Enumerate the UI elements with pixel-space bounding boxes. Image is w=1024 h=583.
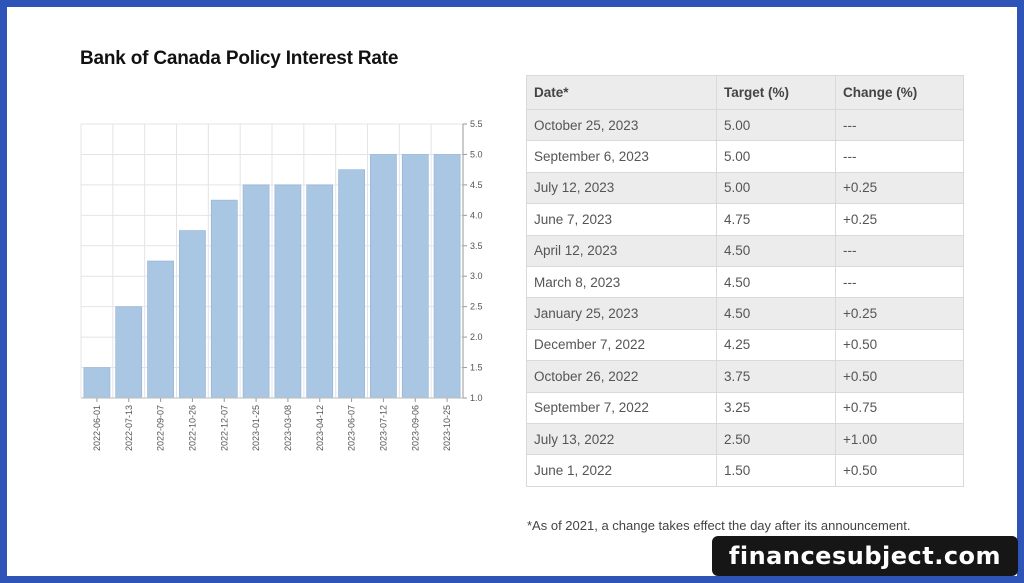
x-tick-label: 2023-06-07 [347, 405, 357, 451]
y-tick-label: 5.5 [470, 119, 483, 129]
cell-target: 3.75 [716, 360, 836, 393]
cell-date: December 7, 2022 [526, 328, 717, 362]
chart-title: Bank of Canada Policy Interest Rate [80, 48, 399, 69]
bar [433, 154, 461, 399]
x-tick-label: 2022-09-07 [156, 405, 166, 451]
cell-change: +0.50 [835, 328, 964, 362]
x-tick-label: 2023-04-12 [315, 405, 325, 451]
x-tick-label: 2023-03-08 [283, 405, 293, 451]
y-tick-label: 1.0 [470, 393, 483, 403]
header-change: Change (%) [835, 75, 964, 110]
cell-date: July 12, 2023 [526, 171, 717, 205]
x-tick-label: 2022-06-01 [92, 405, 102, 451]
cell-target: 5.00 [716, 171, 836, 205]
cell-change: +0.25 [835, 203, 964, 236]
bar [370, 154, 397, 399]
y-tick-label: 2.5 [470, 302, 483, 312]
x-tick-label: 2022-12-07 [219, 405, 229, 451]
y-tick-label: 4.0 [470, 210, 483, 220]
bar [179, 230, 206, 399]
y-tick-label: 3.5 [470, 241, 483, 251]
cell-target: 4.50 [716, 234, 836, 267]
cell-date: June 1, 2022 [526, 454, 717, 487]
table-row: September 7, 2022 3.25 +0.75 [526, 391, 964, 424]
bar [274, 184, 302, 399]
bar [210, 199, 238, 399]
cell-target: 4.50 [716, 297, 836, 330]
cell-target: 1.50 [716, 454, 836, 487]
x-tick-label: 2023-10-25 [442, 405, 452, 451]
x-tick-label: 2023-01-25 [251, 405, 261, 451]
cell-date: September 7, 2022 [526, 391, 717, 424]
table-row: July 12, 2023 5.00 +0.25 [526, 171, 964, 205]
x-tick-label: 2022-07-13 [124, 405, 134, 451]
bar [115, 306, 143, 399]
cell-target: 5.00 [716, 108, 836, 142]
x-tick-label: 2023-09-06 [410, 405, 420, 451]
policy-rate-bar-chart: 1.0 1.5 2.0 2.5 3.0 3.5 4.0 4.5 5.0 5.5 2022-06-01… [80, 119, 483, 451]
cell-change: +0.25 [835, 297, 964, 330]
table-row: June 1, 2022 1.50 +0.50 [526, 454, 964, 487]
bar [83, 367, 111, 399]
cell-change: +0.50 [835, 360, 964, 393]
rate-history-table: Date* Target (%) Change (%) October 25, … [526, 75, 964, 487]
cell-change: +0.75 [835, 391, 964, 424]
header-target: Target (%) [716, 75, 836, 110]
table-row: October 25, 2023 5.00 --- [526, 108, 964, 142]
cell-change: +1.00 [835, 422, 964, 456]
cell-change: --- [835, 265, 964, 299]
cell-target: 5.00 [716, 140, 836, 173]
y-tick-label: 2.0 [470, 332, 483, 342]
bar [338, 169, 365, 399]
y-tick-label: 3.0 [470, 271, 483, 281]
table-row: March 8, 2023 4.50 --- [526, 265, 964, 299]
header-date: Date* [526, 75, 717, 110]
table-body: October 25, 2023 5.00 --- September 6, 2023… [526, 108, 964, 487]
cell-date: October 25, 2023 [526, 108, 717, 142]
cell-target: 4.75 [716, 203, 836, 236]
cell-target: 2.50 [716, 422, 836, 456]
table-row: April 12, 2023 4.50 --- [526, 234, 964, 267]
table-row: January 25, 2023 4.50 +0.25 [526, 297, 964, 330]
bar [306, 184, 334, 399]
cell-date: January 25, 2023 [526, 297, 717, 330]
table-header-row: Date* Target (%) Change (%) [526, 75, 964, 110]
cell-date: March 8, 2023 [526, 265, 717, 299]
y-tick-label: 5.0 [470, 149, 483, 159]
x-tick-label: 2022-10-26 [187, 405, 197, 451]
footnote: *As of 2021, a change takes effect the d… [527, 518, 911, 533]
bar [147, 260, 174, 399]
table-row: September 6, 2023 5.00 --- [526, 140, 964, 173]
cell-change: +0.50 [835, 454, 964, 487]
y-tick-label: 1.5 [470, 363, 483, 373]
cell-target: 3.25 [716, 391, 836, 424]
y-tick-label: 4.5 [470, 180, 483, 190]
table-row: June 7, 2023 4.75 +0.25 [526, 203, 964, 236]
table-row: December 7, 2022 4.25 +0.50 [526, 328, 964, 362]
watermark-logo: financesubject.com [712, 536, 1018, 576]
cell-change: --- [835, 234, 964, 267]
cell-date: September 6, 2023 [526, 140, 717, 173]
cell-target: 4.50 [716, 265, 836, 299]
cell-date: October 26, 2022 [526, 360, 717, 393]
cell-change: +0.25 [835, 171, 964, 205]
bar [242, 184, 270, 399]
cell-change: --- [835, 108, 964, 142]
cell-target: 4.25 [716, 328, 836, 362]
bar [401, 154, 429, 399]
cell-date: July 13, 2022 [526, 422, 717, 456]
cell-date: June 7, 2023 [526, 203, 717, 236]
cell-date: April 12, 2023 [526, 234, 717, 267]
x-tick-label: 2023-07-12 [378, 405, 388, 451]
cell-change: --- [835, 140, 964, 173]
table-row: October 26, 2022 3.75 +0.50 [526, 360, 964, 393]
table-row: July 13, 2022 2.50 +1.00 [526, 422, 964, 456]
